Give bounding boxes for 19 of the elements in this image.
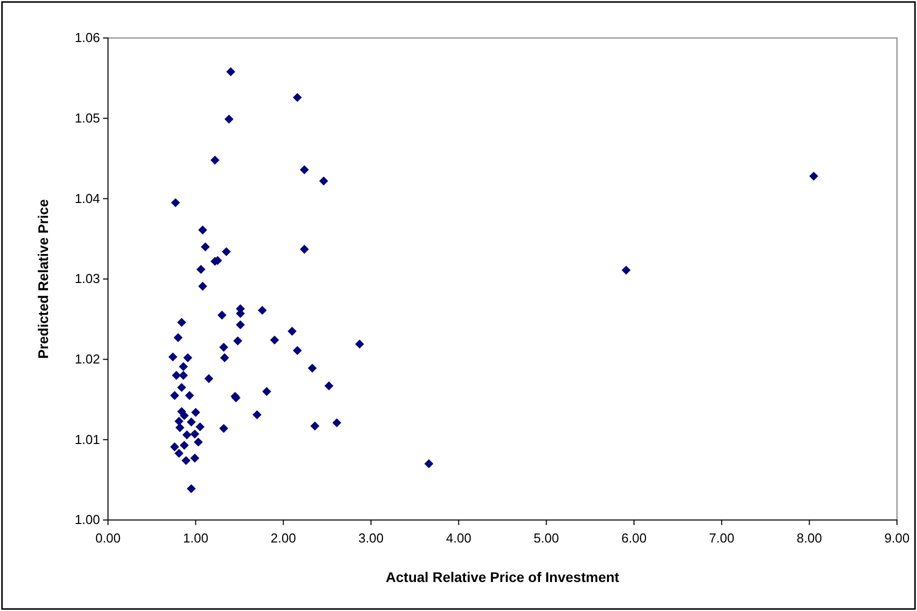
x-tick-label: 0.00 [95, 530, 121, 546]
x-axis-title: Actual Relative Price of Investment [386, 569, 620, 585]
y-tick-label: 1.01 [74, 432, 100, 447]
y-tick-label: 1.06 [74, 30, 100, 46]
x-tick-label: 1.00 [183, 530, 208, 546]
y-axis-title: Predicted Relative Price [35, 199, 51, 359]
y-tick-label: 1.02 [74, 351, 100, 366]
x-tick-label: 6.00 [621, 530, 647, 546]
y-tick-label: 1.04 [74, 190, 100, 206]
x-tick-label: 9.00 [884, 530, 910, 546]
x-tick-label: 3.00 [358, 530, 384, 546]
y-tick-label: 1.05 [74, 110, 100, 126]
y-tick-label: 1.00 [74, 512, 100, 528]
y-tick-label: 1.03 [74, 271, 100, 286]
x-tick-label: 7.00 [709, 530, 734, 546]
x-tick-label: 2.00 [270, 530, 296, 546]
x-tick-label: 5.00 [534, 530, 559, 546]
x-tick-label: 8.00 [796, 530, 822, 546]
x-tick-label: 4.00 [446, 530, 472, 546]
